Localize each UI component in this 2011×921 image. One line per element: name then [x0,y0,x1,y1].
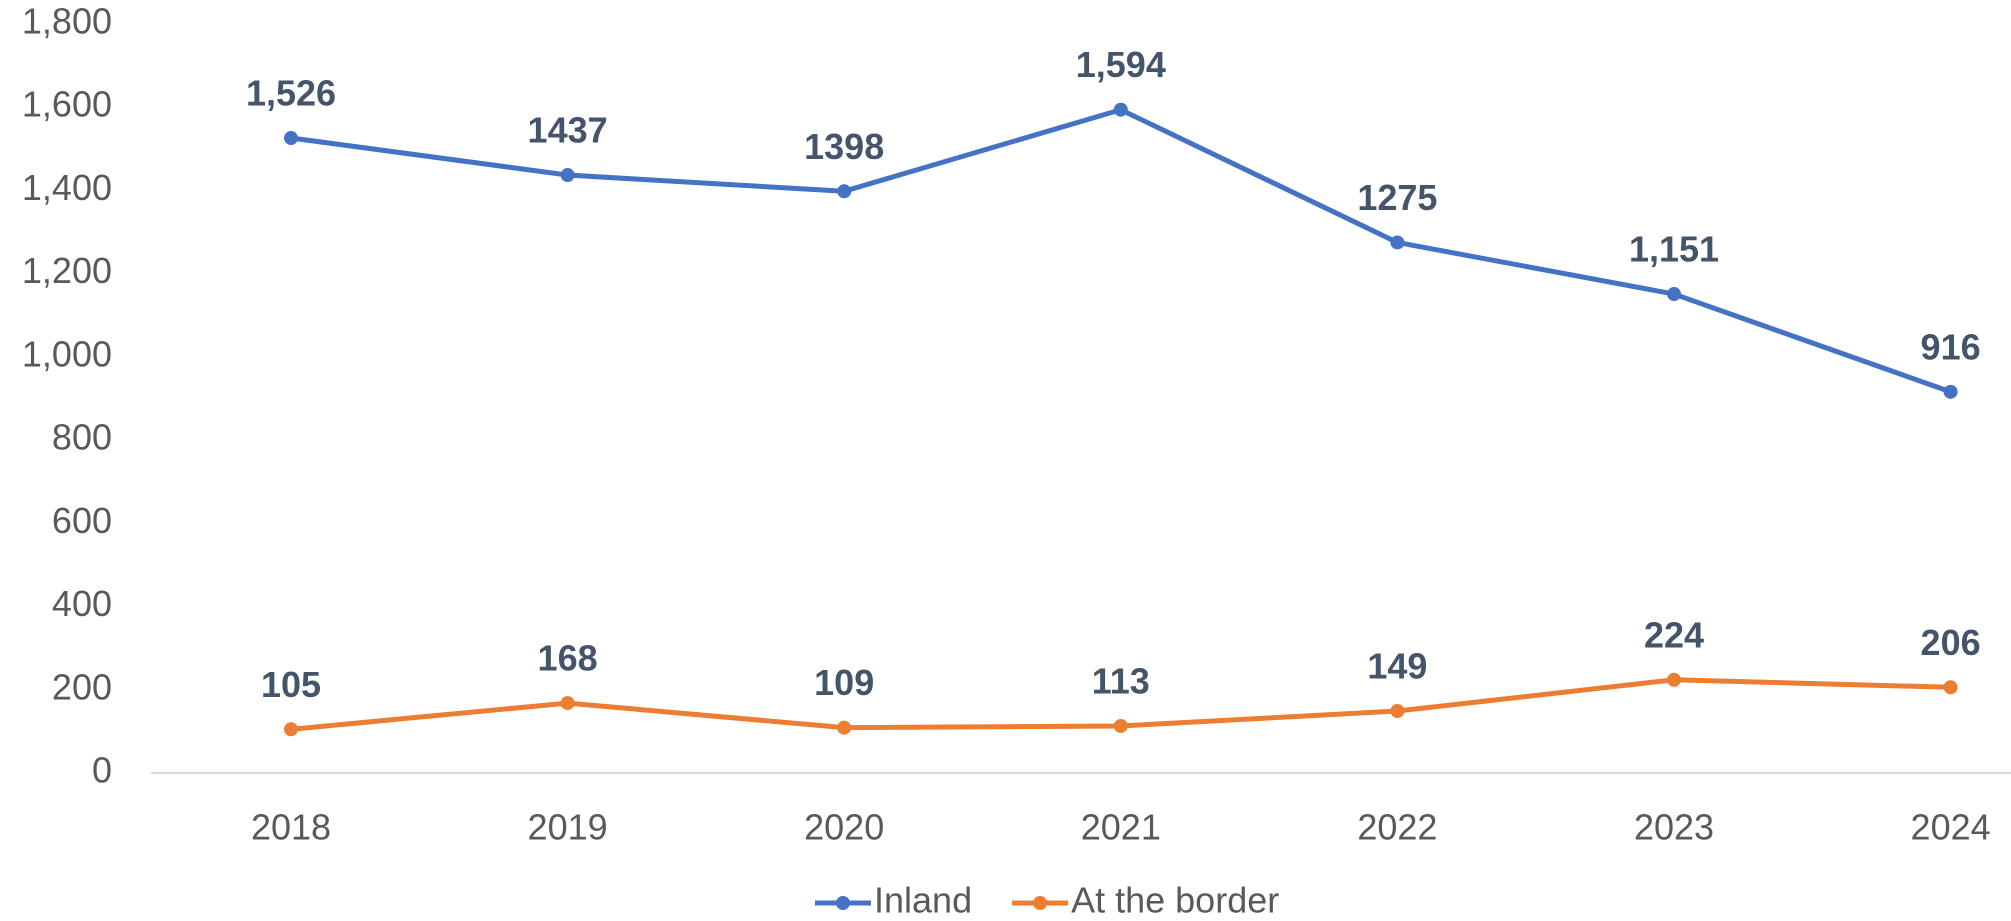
point [837,720,852,735]
point [560,696,575,711]
y-tick-label: 800 [52,417,112,458]
y-tick-label: 600 [52,500,112,541]
data-label: 1,594 [1076,44,1166,85]
x-tick-label: 2023 [1634,807,1714,848]
y-tick-label: 400 [52,583,112,624]
data-label: 206 [1921,622,1981,663]
data-label: 1437 [528,110,608,151]
point [837,184,852,199]
point [1113,718,1128,733]
point [1943,384,1958,399]
x-tick-label: 2021 [1081,807,1161,848]
y-tick-label: 200 [52,666,112,707]
legend-label: Inland [874,880,972,921]
data-label: 1,151 [1629,229,1719,270]
point [1390,703,1405,718]
point [1667,287,1681,302]
y-tick-label: 1,200 [22,250,112,291]
x-tick-label: 2022 [1357,807,1437,848]
data-label: 1,526 [246,73,336,114]
data-label: 1398 [804,126,884,167]
y-tick-label: 1,400 [22,167,112,208]
point [560,168,575,183]
y-tick-label: 1,600 [22,84,112,125]
x-tick-label: 2020 [804,807,884,848]
x-tick-label: 2019 [528,807,608,848]
y-tick-label: 1,000 [22,333,112,374]
point [1943,680,1958,695]
point [1667,672,1681,687]
y-tick-label: 1,800 [22,1,112,42]
legend-label: At the border [1071,880,1279,921]
point [1390,235,1405,250]
point [284,131,298,146]
point [1113,102,1128,117]
legend-marker [836,896,850,910]
legend-marker [1033,896,1048,910]
data-label: 916 [1921,326,1981,367]
point [284,722,298,737]
data-label: 168 [538,638,598,679]
data-label: 149 [1367,646,1427,687]
y-tick-label: 0 [92,750,112,791]
data-label: 105 [261,664,321,705]
x-tick-label: 2018 [251,807,331,848]
data-label: 1275 [1357,177,1437,218]
data-label: 109 [814,662,874,703]
data-label: 224 [1644,614,1704,655]
x-tick-label: 2024 [1911,807,1991,848]
data-label: 113 [1092,660,1150,701]
